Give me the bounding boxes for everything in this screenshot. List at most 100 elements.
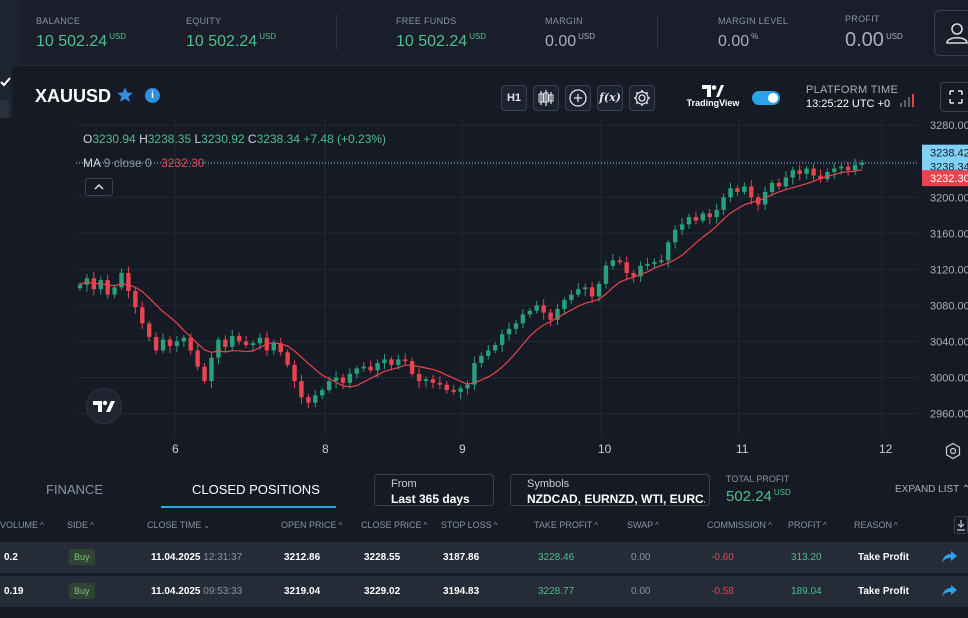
timeframe-button[interactable]: H1 [501,85,527,111]
candle-body [451,390,456,392]
col-side[interactable]: SIDE ^ [67,520,94,530]
high-label: H [139,132,148,146]
y-tick-label: 3080.00 [930,300,968,312]
col-open-price[interactable]: OPEN PRICE ^ [281,520,343,530]
expand-list-button[interactable]: EXPAND LIST ⌃ [895,484,968,495]
indicators-button[interactable]: f(x) [597,85,623,111]
candle-body [257,337,263,344]
expand-list-label: EXPAND LIST [895,484,960,495]
strip-button[interactable] [0,100,9,124]
margin-level-value: 0.00% [718,32,759,50]
col-reason[interactable]: REASON ^ [854,520,898,530]
cell-close-time: 11.04.2025 12:31:37 [151,552,243,563]
candle-body [326,381,332,391]
candle-body [596,283,602,297]
chevron-up-icon: ⌃ [961,484,968,495]
candle-body [271,343,276,351]
candle-body [638,265,643,277]
col-commission[interactable]: COMMISSION ^ [707,520,772,530]
tab-finance[interactable]: FINANCE [46,482,104,497]
candle-body [562,299,567,309]
candle-body [230,336,235,347]
tradingview-badge[interactable] [86,388,122,424]
ma-legend[interactable]: MA 9 close 0 3232.30 [83,156,204,170]
candle-body [749,186,754,198]
total-profit: TOTAL PROFIT 502.24 USD [726,474,791,505]
candle-body [679,224,685,230]
high-value: 3238.35 [147,132,192,146]
cell-stop-loss: 3187.86 [443,552,480,563]
candle-body [672,229,678,243]
y-tick-label: 3200.00 [930,192,968,204]
col-volume[interactable]: VOLUME ^ [0,520,44,530]
candle-body [430,379,436,383]
symbols-filter[interactable]: Symbols NZDCAD, EURNZD, WTI, EURC... [510,474,710,506]
candle-body [631,272,636,277]
candle-body [209,357,214,382]
balance-metric: BALANCE 10 502.24 USD [36,16,126,51]
favorite-star-icon[interactable] [116,86,134,104]
share-icon[interactable] [941,549,959,565]
col-close-time[interactable]: CLOSE TIME ⌄ [147,520,211,530]
user-account-button[interactable] [934,10,968,56]
candle-body [416,373,422,382]
share-icon[interactable] [941,583,959,599]
separator [657,14,658,50]
download-button[interactable] [954,516,968,534]
x-tick-label: 12 [879,442,893,456]
tradingview-badge-icon [93,400,115,412]
col-swap[interactable]: SWAP ^ [627,520,659,530]
candle-body [389,359,394,365]
info-icon[interactable]: i [145,88,160,103]
candle-body [167,339,173,346]
cell-reason: Take Profit [858,586,909,597]
col-stop-loss[interactable]: STOP LOSS ^ [441,520,498,530]
checkmark-icon [0,77,11,87]
collapse-legend-button[interactable] [85,178,113,196]
tradingview-toggle[interactable] [752,91,780,105]
col-close-price[interactable]: CLOSE PRICE ^ [361,520,428,530]
candle-body [700,213,706,221]
chart-type-button[interactable] [533,85,559,111]
col-take-profit[interactable]: TAKE PROFIT ^ [534,520,599,530]
table-row[interactable]: 0.19 Buy 11.04.2025 09:53:33 3219.04 322… [0,576,968,607]
candle-body [624,262,629,273]
candle-body [721,197,726,210]
candle-body [742,186,747,192]
candle-body [181,337,187,342]
margin-metric: MARGIN 0.00 USD [545,16,595,51]
candle-body [375,363,380,371]
close-value: 3238.34 [256,132,300,146]
candle-body [645,263,650,266]
candle-body [555,308,560,320]
candle-body [333,377,339,382]
candle-body [98,280,103,290]
fullscreen-button[interactable] [940,82,968,112]
candle-body [320,390,325,396]
chart-settings-icon[interactable] [944,442,962,460]
close-label: C [247,132,257,146]
x-tick-label: 8 [322,442,329,456]
candle-body [292,364,297,382]
candle-body [472,363,477,385]
equity-value: 10 502.24 USD [186,32,277,50]
price-chart[interactable]: 3280.003240.003200.003160.003120.003080.… [0,118,968,464]
settings-button[interactable] [629,85,655,111]
add-indicator-button[interactable] [565,85,591,111]
y-tick-label: 2960.00 [930,408,968,420]
tab-closed-positions[interactable]: CLOSED POSITIONS [192,482,320,497]
candle-body [347,373,353,383]
col-profit[interactable]: PROFIT ^ [788,520,827,530]
candle-body [396,359,401,365]
y-tick-label: 3280.00 [930,120,968,132]
x-tick-label: 6 [172,442,179,456]
free-funds-label: FREE FUNDS [396,16,457,26]
period-filter[interactable]: From Last 365 days [374,474,494,506]
candle-body [112,287,117,295]
connection-signal-icon [900,94,914,107]
margin-level-metric: MARGIN LEVEL 0.00% [718,16,788,51]
candle-body [603,265,609,284]
candle-body [499,334,505,346]
candle-body [133,290,138,308]
table-row[interactable]: 0.2 Buy 11.04.2025 12:31:37 3212.86 3228… [0,542,968,573]
